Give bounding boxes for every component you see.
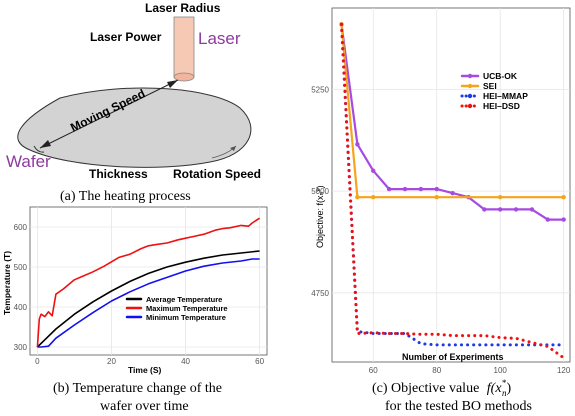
rotation-arrow-head <box>230 146 236 151</box>
objective-series-ucb-ok-point <box>529 207 535 212</box>
label-laser-power: Laser Power <box>90 30 162 44</box>
label-laser-radius: Laser Radius <box>145 1 221 15</box>
label-rotation-speed: Rotation Speed <box>173 167 261 181</box>
caption-c-line2: for the tested BO methods <box>385 399 532 414</box>
wafer-disk <box>17 87 252 168</box>
heating-diagram: Laser Radius Laser Power Laser Moving Sp… <box>6 1 261 204</box>
caption-c-math-end: ) <box>507 381 512 396</box>
objective-y-axis-label: Objective: f(xₙ*) <box>315 185 325 248</box>
temperature-y-axis-label: Temperature (T) <box>2 251 12 315</box>
objective-series-ucb-ok-point <box>371 168 376 173</box>
objective-y-tick-label: 5250 <box>311 85 329 94</box>
label-laser: Laser <box>198 29 241 48</box>
caption-c-math-sup: * <box>502 378 507 388</box>
objective-series-ucb-ok-point <box>418 186 424 192</box>
objective-series-ucb-ok-legend-label: UCB-OK <box>483 71 518 81</box>
objective-series-ucb-ok-point <box>386 186 392 192</box>
objective-series-ucb-ok-legend-marker <box>467 73 473 79</box>
moving-speed-arrow <box>39 79 179 149</box>
temperature-y-tick-label: 600 <box>14 223 28 232</box>
objective-series-hei-mmap-legend-marker <box>467 93 473 99</box>
temperature-plot-frame <box>29 206 268 356</box>
label-thickness: Thickness <box>89 167 148 181</box>
temperature-y-tick-label: 400 <box>14 303 28 312</box>
objective-series-hei-dsd-line <box>340 22 566 360</box>
objective-series-ucb-ok-point <box>434 186 439 192</box>
objective-y-tick-label: 4750 <box>311 289 329 298</box>
caption-c-math: f(x <box>487 381 503 396</box>
temperature-series-average-temperature-legend-label: Average Temperature <box>146 295 222 304</box>
temperature-series-minimum-temperature-legend-label: Minimum Temperature <box>146 313 226 322</box>
objective-series-sei-legend-label: SEI <box>483 81 497 91</box>
temperature-x-tick-label: 20 <box>107 357 116 366</box>
objective-series-sei-point <box>561 195 566 200</box>
objective-series-ucb-ok-point <box>355 142 360 147</box>
caption-c-math-sub: n <box>502 388 507 398</box>
temperature-y-tick-label: 500 <box>14 263 28 272</box>
objective-x-axis-label: Number of Experiments <box>402 352 504 362</box>
moving-speed-arrow-head-2 <box>167 80 178 88</box>
temperature-y-tick-label: 300 <box>14 343 28 352</box>
objective-series-ucb-ok-point <box>450 190 455 196</box>
objective-series-ucb-ok-point <box>497 207 503 212</box>
objective-y-tick-label: 5000 <box>311 187 329 196</box>
temperature-series-minimum-temperature-line <box>37 258 260 348</box>
caption-a: (a) The heating process <box>60 189 191 204</box>
objective-series-hei-mmap-legend-label: HEI–MMAP <box>483 91 528 101</box>
temperature-series-maximum-temperature-line <box>36 217 261 348</box>
temperature-x-axis-label: Time (S) <box>128 365 162 375</box>
objective-series-hei-dsd-legend-marker <box>467 103 473 109</box>
caption-c-text: (c) Objective value <box>372 381 479 396</box>
objective-series-sei-point <box>355 195 360 200</box>
objective-x-tick-label: 120 <box>557 366 571 375</box>
objective-series-ucb-ok-point <box>482 207 487 212</box>
caption-c-line1: (c) Objective value f(x* n) <box>372 378 512 398</box>
objective-plot-frame <box>331 7 571 363</box>
caption-b-line1: (b) Temperature change of the <box>53 381 222 396</box>
objective-series-sei-point <box>371 195 376 200</box>
objective-series-ucb-ok-point <box>513 207 519 212</box>
temperature-series-maximum-temperature-legend-label: Maximum Temperature <box>146 304 228 313</box>
objective-series-ucb-ok-point <box>561 217 566 222</box>
temperature-x-tick-label: 0 <box>35 357 40 366</box>
caption-b-line2: wafer over time <box>100 399 189 414</box>
objective-x-tick-label: 80 <box>432 366 441 375</box>
laser-spot <box>173 72 195 82</box>
objective-series-ucb-ok-point <box>402 186 408 192</box>
temperature-x-tick-label: 60 <box>255 357 264 366</box>
objective-series-sei-point <box>434 195 439 200</box>
objective-series-ucb-ok-point <box>545 217 550 222</box>
temperature-series-average-temperature-line <box>36 250 260 348</box>
objective-x-tick-label: 100 <box>494 366 508 375</box>
label-wafer: Wafer <box>6 152 51 171</box>
objective-series-sei-legend-marker <box>467 83 473 89</box>
objective-series-hei-mmap-line <box>340 22 566 347</box>
objective-x-tick-label: 60 <box>369 366 378 375</box>
temperature-x-tick-label: 40 <box>181 357 190 366</box>
wafer-notch <box>33 145 45 153</box>
laser-beam <box>173 16 195 78</box>
objective-chart: 60 80 100 120 4750 5000 5250 UCB-OKSEIHEI–MMAP… <box>311 7 571 414</box>
objective-series-hei-dsd-legend-label: HEI–DSD <box>483 101 520 111</box>
objective-series-sei-point <box>497 195 503 200</box>
objective-series-sei-line <box>340 24 564 199</box>
moving-speed-arrow-head-1 <box>40 140 51 148</box>
